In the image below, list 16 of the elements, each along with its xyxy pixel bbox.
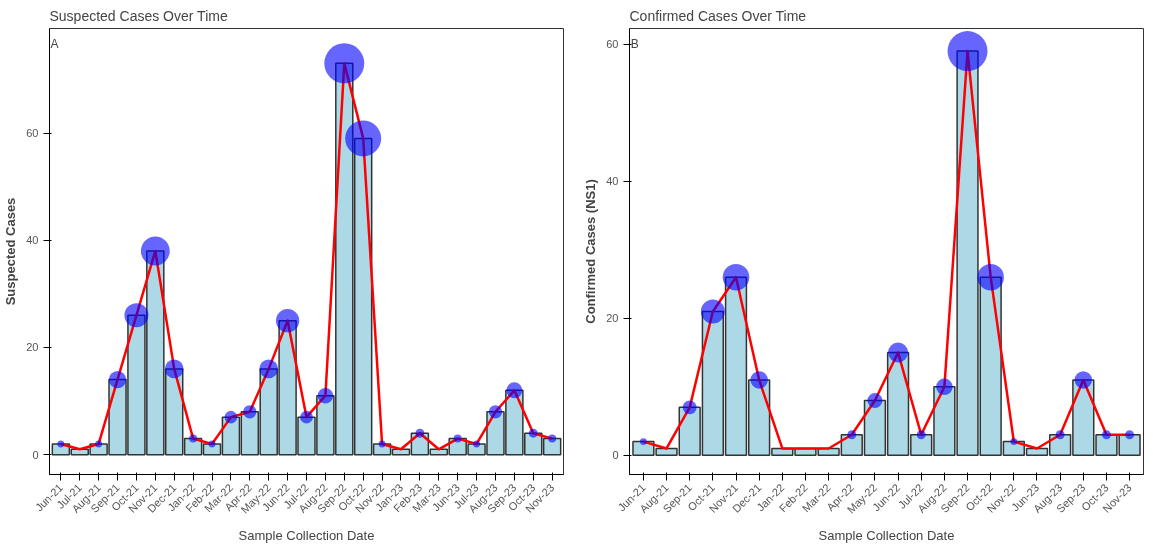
y-tick-label: 40 (606, 175, 619, 188)
y-tick-label: 60 (26, 127, 39, 140)
y-tick-label: 0 (32, 448, 39, 461)
y-tick-label: 0 (612, 449, 619, 462)
y-axis-title: Confirmed Cases (NS1) (583, 179, 599, 324)
annotation: B (630, 36, 639, 51)
y-tick-label: 60 (606, 38, 619, 51)
y-tick-label: 40 (26, 234, 39, 247)
y-axis-title: Suspected Cases (3, 197, 19, 306)
chart-title: Confirmed Cases Over Time (629, 7, 807, 24)
y-tick-label: 20 (606, 312, 619, 325)
y-tick-label: 20 (26, 341, 39, 354)
x-axis-title: Sample Collection Date (818, 527, 955, 543)
annotation: A (50, 36, 59, 51)
chart-title: Suspected Cases Over Time (49, 7, 228, 24)
x-axis-title: Sample Collection Date (238, 527, 375, 543)
